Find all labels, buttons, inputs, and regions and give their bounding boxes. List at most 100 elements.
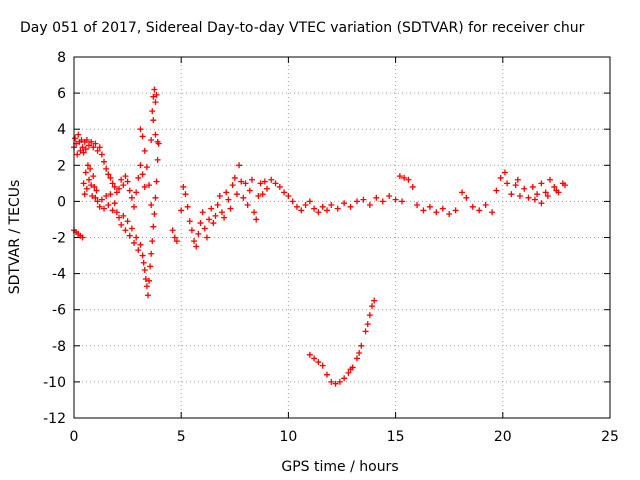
data-point xyxy=(142,276,149,283)
data-point xyxy=(118,221,125,228)
data-point xyxy=(151,86,158,93)
data-point xyxy=(242,180,249,187)
data-point xyxy=(154,138,161,145)
data-point xyxy=(319,362,326,369)
data-point xyxy=(126,232,133,239)
data-point xyxy=(193,243,200,250)
data-point xyxy=(84,162,91,169)
data-point xyxy=(538,180,545,187)
data-point xyxy=(463,194,470,201)
data-point xyxy=(216,192,223,199)
x-tick-label: 0 xyxy=(70,429,79,445)
y-tick-label: -6 xyxy=(52,303,66,319)
data-point xyxy=(426,203,433,210)
data-point xyxy=(302,202,309,209)
data-point xyxy=(251,209,258,216)
data-point xyxy=(210,220,217,227)
data-point xyxy=(94,147,101,154)
y-tick-label: -4 xyxy=(52,267,66,283)
y-axis-label: SDTVAR / TECUs xyxy=(7,180,23,295)
y-tick-label: 0 xyxy=(57,194,66,210)
data-point xyxy=(143,283,150,290)
data-point xyxy=(246,187,253,194)
data-point xyxy=(72,135,79,142)
data-point xyxy=(504,180,511,187)
data-point xyxy=(143,164,150,171)
data-point xyxy=(401,174,408,181)
data-point xyxy=(371,297,378,304)
data-point xyxy=(272,180,279,187)
data-point xyxy=(561,182,568,189)
data-point xyxy=(225,196,232,203)
data-point xyxy=(244,202,251,209)
data-point xyxy=(218,209,225,216)
data-point xyxy=(74,151,81,158)
data-point xyxy=(281,189,288,196)
data-point xyxy=(90,173,97,180)
data-point xyxy=(149,238,156,245)
data-point xyxy=(514,176,521,183)
data-point xyxy=(238,178,245,185)
data-point xyxy=(311,355,318,362)
data-point xyxy=(208,205,215,212)
data-point xyxy=(231,174,238,181)
data-point xyxy=(347,203,354,210)
data-point xyxy=(171,234,178,241)
data-point xyxy=(396,173,403,180)
data-point xyxy=(153,91,160,98)
data-point xyxy=(107,191,114,198)
data-point xyxy=(178,207,185,214)
data-point xyxy=(96,203,103,210)
chart-title: Day 051 of 2017, Sidereal Day-to-day VTE… xyxy=(20,20,585,36)
data-point xyxy=(293,203,300,210)
x-tick-label: 10 xyxy=(279,429,297,445)
data-point xyxy=(199,209,206,216)
data-point xyxy=(469,203,476,210)
data-point xyxy=(315,209,322,216)
data-point xyxy=(542,189,549,196)
data-point xyxy=(96,144,103,151)
data-point xyxy=(257,180,264,187)
data-point xyxy=(122,227,129,234)
data-point xyxy=(113,189,120,196)
data-point xyxy=(497,174,504,181)
data-point xyxy=(203,234,210,241)
data-point xyxy=(173,238,180,245)
data-point xyxy=(82,146,89,153)
data-points xyxy=(71,86,568,387)
data-point xyxy=(263,185,270,192)
data-point xyxy=(191,238,198,245)
data-point xyxy=(77,147,84,154)
data-point xyxy=(107,174,114,181)
data-point xyxy=(433,209,440,216)
x-tick-label: 25 xyxy=(601,429,619,445)
data-point xyxy=(306,351,313,358)
y-tick-label: 6 xyxy=(57,86,66,102)
data-point xyxy=(133,234,140,241)
data-point xyxy=(86,176,93,183)
data-point xyxy=(120,182,127,189)
data-point xyxy=(88,182,95,189)
data-point xyxy=(151,211,158,218)
y-tick-label: 8 xyxy=(57,50,66,66)
data-point xyxy=(369,303,376,310)
data-point xyxy=(79,234,86,241)
data-point xyxy=(534,191,541,198)
data-point xyxy=(75,131,82,138)
data-point xyxy=(148,202,155,209)
data-point xyxy=(124,218,131,225)
data-point xyxy=(341,200,348,207)
data-point xyxy=(152,194,159,201)
data-point xyxy=(546,176,553,183)
data-point xyxy=(311,205,318,212)
data-point xyxy=(139,133,146,140)
data-point xyxy=(153,178,160,185)
data-point xyxy=(345,369,352,376)
data-point xyxy=(285,192,292,199)
data-point xyxy=(358,342,365,349)
y-tick-label: -10 xyxy=(43,375,66,391)
data-point xyxy=(82,169,89,176)
data-point xyxy=(446,211,453,218)
data-point xyxy=(501,169,508,176)
